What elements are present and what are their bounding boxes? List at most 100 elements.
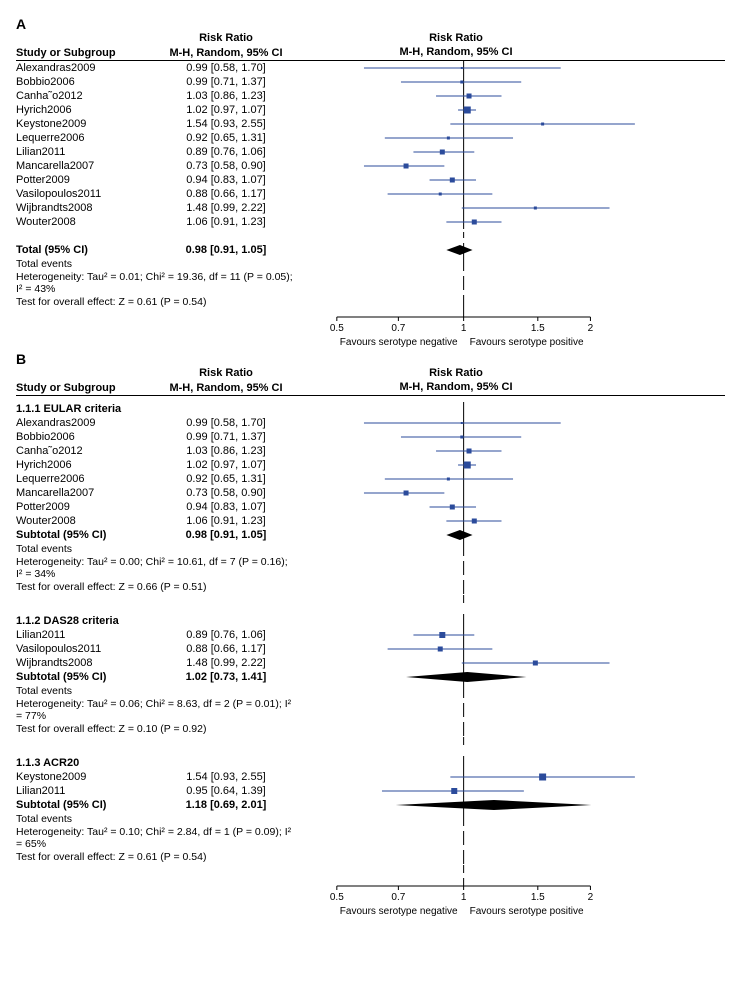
risk-ratio-value: 0.88 [0.66, 1.17] bbox=[156, 188, 296, 200]
study-row: Lilian20110.89 [0.76, 1.06] bbox=[16, 145, 725, 159]
svg-text:0.7: 0.7 bbox=[391, 323, 405, 334]
header-bottom: Study or SubgroupM-H, Random, 95% CIM-H,… bbox=[16, 46, 725, 61]
panel-B: BRisk RatioRisk RatioStudy or SubgroupM-… bbox=[16, 351, 725, 892]
study-name: Wijbrandts2008 bbox=[16, 202, 156, 214]
forest-row-plot bbox=[296, 430, 616, 444]
diamond-row: Total (95% CI)0.98 [0.91, 1.05] bbox=[16, 243, 725, 257]
study-row: Bobbio20060.99 [0.71, 1.37] bbox=[16, 75, 725, 89]
study-row: Canha˜o20121.03 [0.86, 1.23] bbox=[16, 444, 725, 458]
panel-letter: A bbox=[16, 16, 725, 32]
study-name: Wouter2008 bbox=[16, 216, 156, 228]
forest-row-plot bbox=[296, 89, 616, 103]
forest-row-plot bbox=[296, 514, 616, 528]
risk-ratio-value: 1.48 [0.99, 2.22] bbox=[156, 202, 296, 214]
forest-row-plot bbox=[296, 159, 616, 173]
overall-effect: Test for overall effect: Z = 0.10 (P = 0… bbox=[16, 722, 725, 736]
forest-row-plot bbox=[296, 472, 616, 486]
risk-ratio-value: 1.54 [0.93, 2.55] bbox=[156, 771, 296, 783]
study-row: Keystone20091.54 [0.93, 2.55] bbox=[16, 117, 725, 131]
svg-text:1: 1 bbox=[461, 892, 467, 903]
subtotal-value: 0.98 [0.91, 1.05] bbox=[156, 529, 296, 541]
panel-letter: B bbox=[16, 351, 725, 367]
study-name: Wijbrandts2008 bbox=[16, 657, 156, 669]
forest-row-plot bbox=[296, 215, 616, 229]
risk-ratio-value: 0.99 [0.58, 1.70] bbox=[156, 62, 296, 74]
risk-ratio-value: 0.73 [0.58, 0.90] bbox=[156, 487, 296, 499]
panel-A: ARisk RatioRisk RatioStudy or SubgroupM-… bbox=[16, 16, 725, 323]
study-row: Mancarella20070.73 [0.58, 0.90] bbox=[16, 159, 725, 173]
forest-row-plot bbox=[296, 770, 616, 784]
study-name: Canha˜o2012 bbox=[16, 445, 156, 457]
ref-line-segment bbox=[296, 722, 616, 736]
ref-line-segment bbox=[296, 542, 616, 556]
header-study: Study or Subgroup bbox=[16, 47, 156, 59]
diamond-row: Subtotal (95% CI)1.02 [0.73, 1.41] bbox=[16, 670, 725, 684]
ref-line-segment bbox=[296, 850, 616, 864]
forest-row-plot bbox=[296, 103, 616, 117]
study-name: Lequerre2006 bbox=[16, 132, 156, 144]
risk-ratio-value: 1.02 [0.97, 1.07] bbox=[156, 104, 296, 116]
total-events-text: Total events bbox=[16, 543, 296, 555]
heterogeneity-text: Heterogeneity: Tau² = 0.10; Chi² = 2.84,… bbox=[16, 826, 296, 850]
study-row: Alexandras20090.99 [0.58, 1.70] bbox=[16, 61, 725, 75]
forest-row-plot bbox=[296, 187, 616, 201]
ref-line-segment bbox=[296, 865, 616, 873]
forest-row-plot bbox=[296, 642, 616, 656]
study-row: Vasilopoulos20110.88 [0.66, 1.17] bbox=[16, 642, 725, 656]
header-top: Risk RatioRisk Ratio bbox=[16, 32, 725, 46]
risk-ratio-value: 1.06 [0.91, 1.23] bbox=[156, 216, 296, 228]
subgroup-title: 1.1.1 EULAR criteria bbox=[16, 402, 725, 416]
study-row: Keystone20091.54 [0.93, 2.55] bbox=[16, 770, 725, 784]
header-rr-sub-right: M-H, Random, 95% CI bbox=[296, 46, 616, 60]
ref-line-segment bbox=[296, 561, 616, 575]
header-rr-sub-left: M-H, Random, 95% CI bbox=[156, 47, 296, 59]
svg-text:Favours serotype positive: Favours serotype positive bbox=[470, 906, 584, 917]
heterogeneity-text: Heterogeneity: Tau² = 0.01; Chi² = 19.36… bbox=[16, 271, 296, 295]
forest-row-plot bbox=[296, 444, 616, 458]
forest-row-plot bbox=[296, 458, 616, 472]
study-name: Lilian2011 bbox=[16, 146, 156, 158]
svg-text:Favours serotype negative: Favours serotype negative bbox=[340, 906, 458, 917]
svg-text:1.5: 1.5 bbox=[531, 323, 545, 334]
risk-ratio-value: 1.03 [0.86, 1.23] bbox=[156, 90, 296, 102]
ref-line-segment bbox=[296, 276, 616, 290]
study-name: Hyrich2006 bbox=[16, 104, 156, 116]
study-row: Lequerre20060.92 [0.65, 1.31] bbox=[16, 472, 725, 486]
study-row: Wouter20081.06 [0.91, 1.23] bbox=[16, 514, 725, 528]
risk-ratio-value: 0.99 [0.71, 1.37] bbox=[156, 76, 296, 88]
svg-text:0.7: 0.7 bbox=[391, 892, 405, 903]
risk-ratio-value: 0.94 [0.83, 1.07] bbox=[156, 501, 296, 513]
total-events-text: Total events bbox=[16, 258, 296, 270]
x-axis: 0.50.711.52Favours serotype negativeFavo… bbox=[296, 878, 616, 918]
overall-effect: Test for overall effect: Z = 0.66 (P = 0… bbox=[16, 580, 725, 594]
study-name: Lilian2011 bbox=[16, 785, 156, 797]
study-name: Mancarella2007 bbox=[16, 160, 156, 172]
study-name: Lilian2011 bbox=[16, 629, 156, 641]
risk-ratio-value: 1.06 [0.91, 1.23] bbox=[156, 515, 296, 527]
forest-row-plot bbox=[296, 75, 616, 89]
header-rr-right: Risk Ratio bbox=[296, 32, 616, 46]
x-axis: 0.50.711.52Favours serotype negativeFavo… bbox=[296, 309, 616, 349]
study-name: Vasilopoulos2011 bbox=[16, 188, 156, 200]
ref-line-segment bbox=[296, 295, 616, 309]
svg-text:0.5: 0.5 bbox=[330, 892, 344, 903]
study-name: Hyrich2006 bbox=[16, 459, 156, 471]
risk-ratio-value: 0.73 [0.58, 0.90] bbox=[156, 160, 296, 172]
forest-row-plot bbox=[296, 656, 616, 670]
overall-effect-text: Test for overall effect: Z = 0.61 (P = 0… bbox=[16, 851, 296, 863]
forest-diamond-plot bbox=[296, 528, 616, 542]
risk-ratio-value: 0.99 [0.58, 1.70] bbox=[156, 417, 296, 429]
ref-line-segment bbox=[296, 831, 616, 845]
overall-effect-text: Test for overall effect: Z = 0.10 (P = 0… bbox=[16, 723, 296, 735]
svg-text:2: 2 bbox=[588, 892, 594, 903]
study-row: Alexandras20090.99 [0.58, 1.70] bbox=[16, 416, 725, 430]
study-row: Wijbrandts20081.48 [0.99, 2.22] bbox=[16, 201, 725, 215]
forest-row-plot bbox=[296, 131, 616, 145]
subgroup-title: 1.1.3 ACR20 bbox=[16, 756, 725, 770]
study-row: Potter20090.94 [0.83, 1.07] bbox=[16, 500, 725, 514]
total-events-text: Total events bbox=[16, 813, 296, 825]
heterogeneity: Heterogeneity: Tau² = 0.10; Chi² = 2.84,… bbox=[16, 826, 725, 850]
ref-line-segment bbox=[296, 402, 616, 416]
study-name: Keystone2009 bbox=[16, 771, 156, 783]
total-events: Total events bbox=[16, 812, 725, 826]
